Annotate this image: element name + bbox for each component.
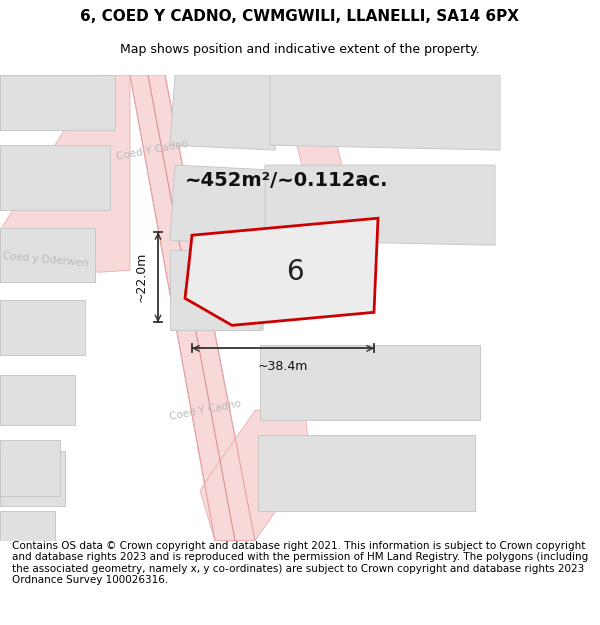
Polygon shape — [0, 376, 75, 426]
Text: Coed y Dderwen: Coed y Dderwen — [2, 251, 88, 269]
Polygon shape — [280, 75, 360, 240]
Polygon shape — [0, 75, 115, 130]
Polygon shape — [173, 260, 268, 331]
Text: Map shows position and indicative extent of the property.: Map shows position and indicative extent… — [120, 42, 480, 56]
Polygon shape — [130, 75, 255, 541]
Polygon shape — [0, 511, 55, 541]
Text: 6, COED Y CADNO, CWMGWILI, LLANELLI, SA14 6PX: 6, COED Y CADNO, CWMGWILI, LLANELLI, SA1… — [80, 9, 520, 24]
Polygon shape — [170, 165, 275, 245]
Text: Contains OS data © Crown copyright and database right 2021. This information is : Contains OS data © Crown copyright and d… — [12, 541, 588, 586]
Polygon shape — [265, 165, 495, 245]
Polygon shape — [170, 250, 260, 331]
Polygon shape — [0, 228, 95, 282]
Text: Coed Y Cadno: Coed Y Cadno — [115, 139, 189, 162]
Polygon shape — [0, 75, 130, 272]
Polygon shape — [258, 436, 475, 511]
Polygon shape — [185, 218, 378, 326]
Text: 6: 6 — [286, 258, 304, 286]
Text: Coed Y Cadno: Coed Y Cadno — [168, 399, 242, 422]
Polygon shape — [200, 411, 310, 541]
Polygon shape — [270, 75, 500, 150]
Polygon shape — [170, 75, 280, 150]
Polygon shape — [0, 145, 110, 210]
Text: ~38.4m: ~38.4m — [258, 361, 308, 373]
Polygon shape — [0, 441, 60, 496]
Text: ~452m²/~0.112ac.: ~452m²/~0.112ac. — [185, 171, 389, 189]
Polygon shape — [0, 451, 65, 506]
Text: ~22.0m: ~22.0m — [135, 252, 148, 302]
Polygon shape — [0, 300, 85, 356]
Polygon shape — [260, 346, 480, 421]
